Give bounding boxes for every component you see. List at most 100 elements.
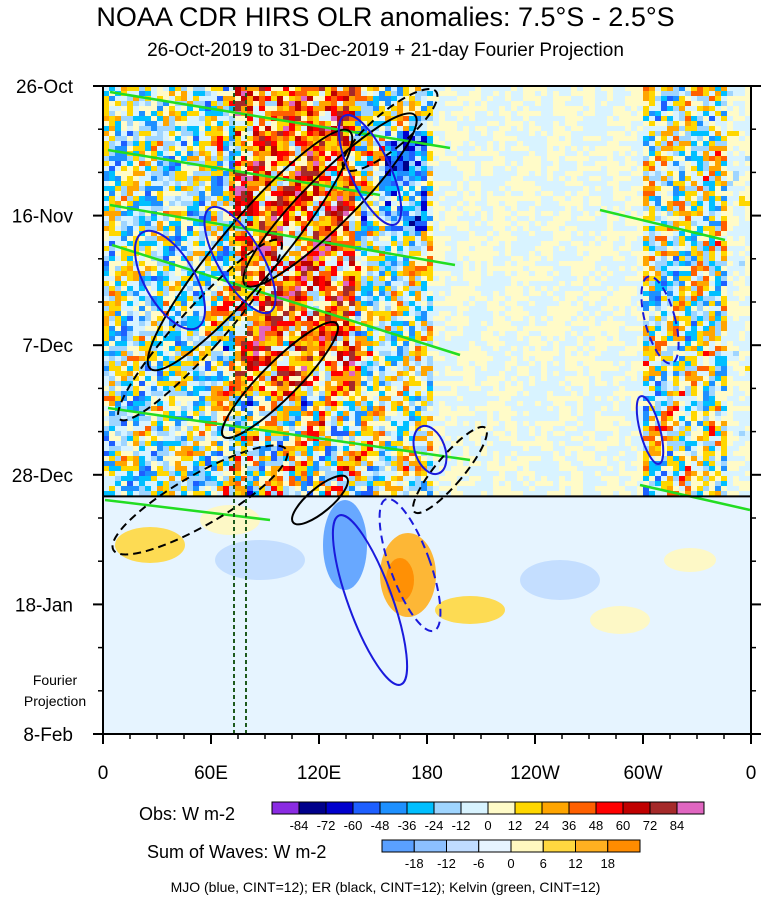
- obs-anomaly-cell: [733, 241, 740, 247]
- obs-anomaly-cell: [307, 231, 314, 237]
- obs-anomaly-cell: [475, 116, 482, 122]
- obs-anomaly-cell: [667, 296, 674, 302]
- obs-anomaly-cell: [175, 261, 182, 267]
- obs-anomaly-cell: [325, 201, 332, 207]
- obs-anomaly-cell: [427, 211, 434, 217]
- obs-anomaly-cell: [247, 146, 254, 152]
- obs-anomaly-cell: [457, 286, 464, 292]
- obs-anomaly-cell: [121, 281, 128, 287]
- obs-anomaly-cell: [409, 86, 416, 92]
- obs-anomaly-cell: [403, 211, 410, 217]
- obs-anomaly-cell: [571, 221, 578, 227]
- obs-anomaly-cell: [691, 221, 698, 227]
- obs-anomaly-cell: [325, 281, 332, 287]
- obs-anomaly-cell: [355, 301, 362, 307]
- obs-anomaly-cell: [517, 256, 524, 262]
- obs-anomaly-cell: [217, 121, 224, 127]
- obs-anomaly-cell: [361, 191, 368, 197]
- obs-anomaly-cell: [181, 186, 188, 192]
- obs-anomaly-cell: [619, 221, 626, 227]
- obs-anomaly-cell: [133, 291, 140, 297]
- obs-anomaly-cell: [163, 221, 170, 227]
- obs-anomaly-cell: [163, 256, 170, 262]
- obs-anomaly-cell: [403, 306, 410, 312]
- obs-anomaly-cell: [619, 141, 626, 147]
- obs-anomaly-cell: [547, 266, 554, 272]
- obs-anomaly-cell: [523, 91, 530, 97]
- obs-anomaly-cell: [601, 306, 608, 312]
- obs-anomaly-cell: [289, 206, 296, 212]
- obs-anomaly-cell: [535, 111, 542, 117]
- obs-anomaly-cell: [625, 111, 632, 117]
- obs-anomaly-cell: [517, 276, 524, 282]
- obs-anomaly-cell: [157, 181, 164, 187]
- obs-anomaly-cell: [193, 91, 200, 97]
- obs-anomaly-cell: [613, 201, 620, 207]
- obs-anomaly-cell: [649, 196, 656, 202]
- obs-anomaly-cell: [421, 126, 428, 132]
- obs-anomaly-cell: [253, 141, 260, 147]
- obs-anomaly-cell: [709, 171, 716, 177]
- obs-anomaly-cell: [301, 156, 308, 162]
- obs-anomaly-cell: [175, 241, 182, 247]
- obs-anomaly-cell: [151, 226, 158, 232]
- obs-anomaly-cell: [559, 126, 566, 132]
- obs-anomaly-cell: [199, 206, 206, 212]
- obs-anomaly-cell: [445, 241, 452, 247]
- obs-anomaly-cell: [427, 221, 434, 227]
- obs-anomaly-cell: [325, 246, 332, 252]
- obs-anomaly-cell: [421, 191, 428, 197]
- obs-anomaly-cell: [745, 311, 752, 317]
- obs-anomaly-cell: [475, 126, 482, 132]
- obs-anomaly-cell: [151, 231, 158, 237]
- obs-anomaly-cell: [691, 106, 698, 112]
- obs-anomaly-cell: [679, 286, 686, 292]
- obs-anomaly-cell: [529, 256, 536, 262]
- obs-anomaly-cell: [277, 241, 284, 247]
- obs-anomaly-cell: [427, 306, 434, 312]
- obs-anomaly-cell: [655, 306, 662, 312]
- obs-anomaly-cell: [643, 196, 650, 202]
- obs-anomaly-cell: [745, 116, 752, 122]
- obs-anomaly-cell: [181, 86, 188, 92]
- obs-anomaly-cell: [181, 201, 188, 207]
- obs-anomaly-cell: [667, 136, 674, 142]
- obs-anomaly-cell: [187, 156, 194, 162]
- obs-anomaly-cell: [367, 251, 374, 257]
- obs-anomaly-cell: [649, 91, 656, 97]
- obs-anomaly-cell: [307, 161, 314, 167]
- obs-anomaly-cell: [145, 91, 152, 97]
- obs-anomaly-cell: [709, 261, 716, 267]
- obs-anomaly-cell: [493, 306, 500, 312]
- obs-anomaly-cell: [589, 206, 596, 212]
- obs-anomaly-cell: [655, 176, 662, 182]
- obs-anomaly-cell: [349, 266, 356, 272]
- obs-anomaly-cell: [385, 306, 392, 312]
- obs-anomaly-cell: [187, 206, 194, 212]
- obs-anomaly-cell: [307, 96, 314, 102]
- obs-anomaly-cell: [517, 201, 524, 207]
- obs-anomaly-cell: [379, 131, 386, 137]
- obs-anomaly-cell: [391, 301, 398, 307]
- obs-anomaly-cell: [175, 126, 182, 132]
- obs-anomaly-cell: [739, 101, 746, 107]
- obs-anomaly-cell: [661, 261, 668, 267]
- obs-anomaly-cell: [169, 111, 176, 117]
- obs-anomaly-cell: [631, 126, 638, 132]
- obs-anomaly-cell: [313, 296, 320, 302]
- obs-anomaly-cell: [133, 276, 140, 282]
- obs-anomaly-cell: [529, 246, 536, 252]
- obs-anomaly-cell: [523, 121, 530, 127]
- obs-anomaly-cell: [637, 196, 644, 202]
- obs-anomaly-cell: [481, 286, 488, 292]
- obs-anomaly-cell: [271, 191, 278, 197]
- obs-anomaly-cell: [481, 241, 488, 247]
- obs-anomaly-cell: [505, 151, 512, 157]
- obs-anomaly-cell: [439, 311, 446, 317]
- obs-anomaly-cell: [703, 156, 710, 162]
- obs-anomaly-cell: [463, 206, 470, 212]
- obs-anomaly-cell: [373, 216, 380, 222]
- obs-anomaly-cell: [109, 191, 116, 197]
- obs-anomaly-cell: [391, 111, 398, 117]
- obs-anomaly-cell: [379, 126, 386, 132]
